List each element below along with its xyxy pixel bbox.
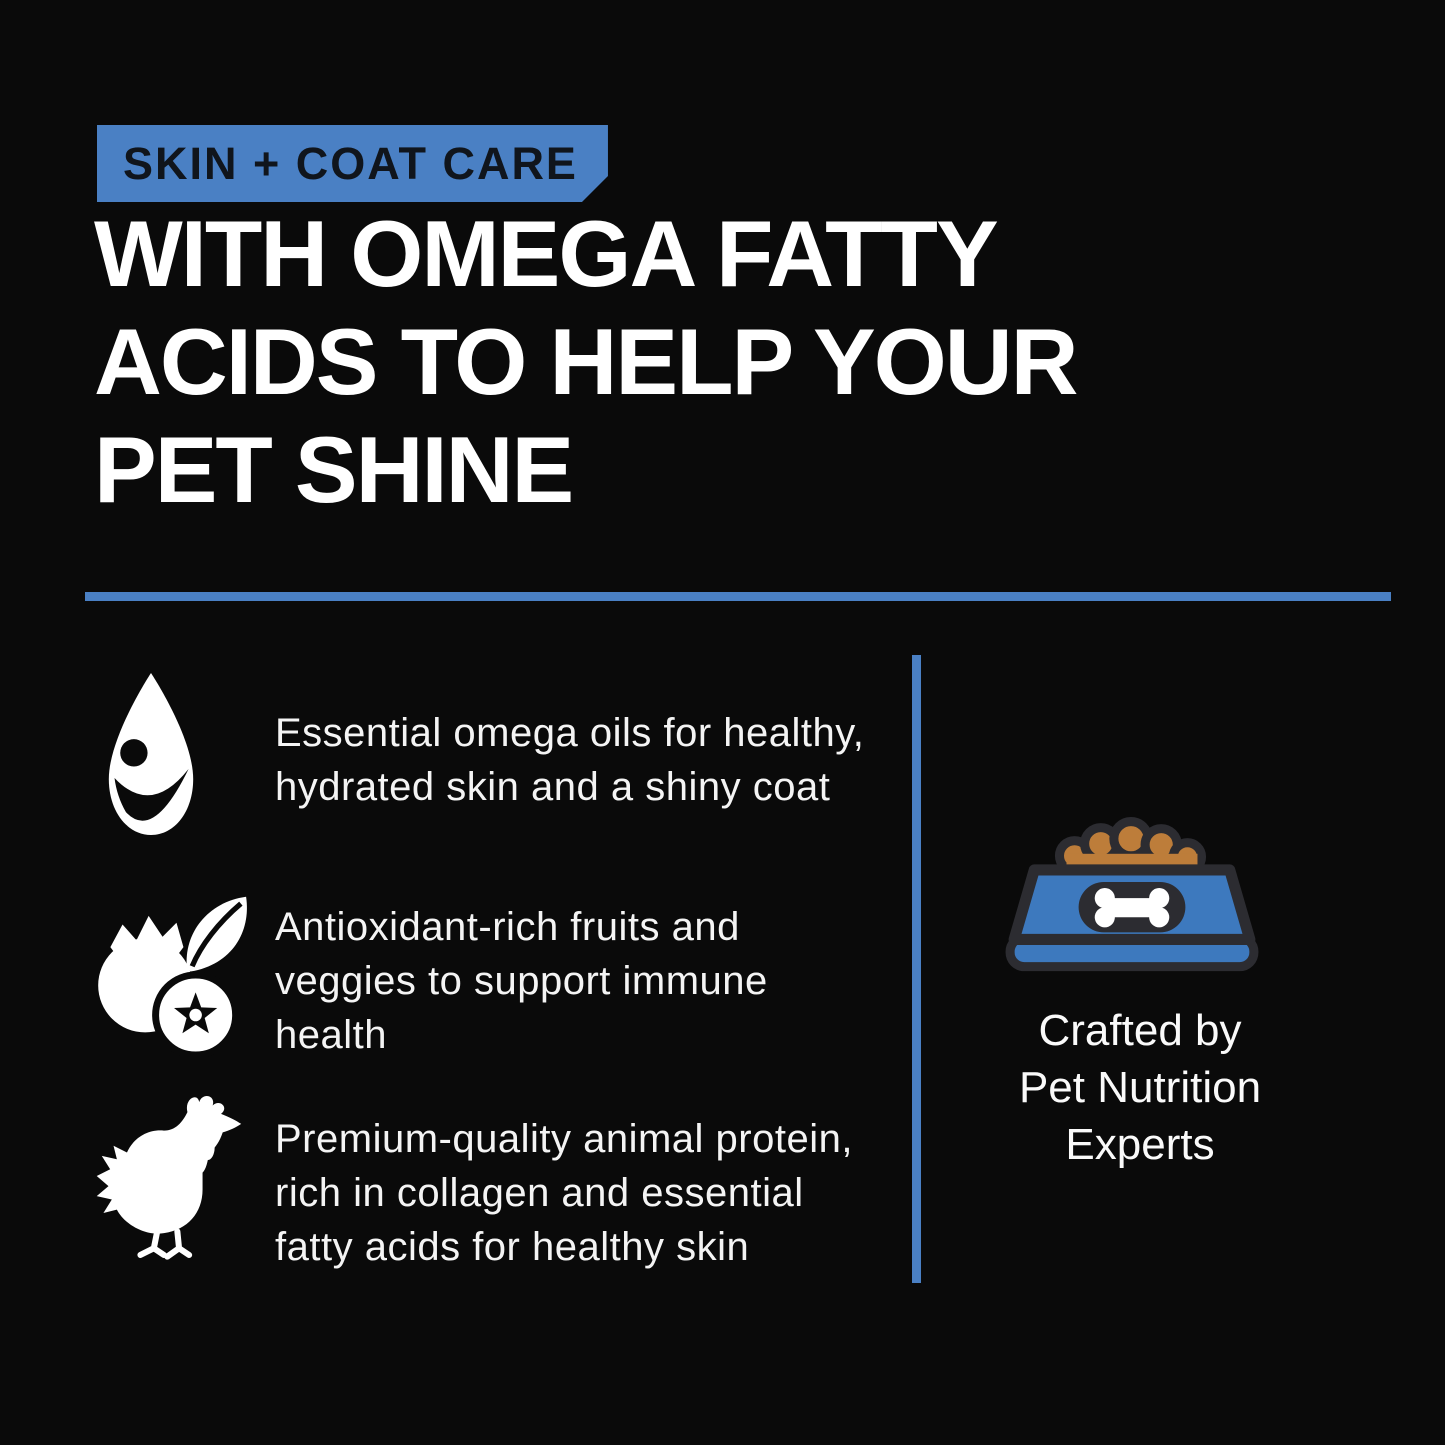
page-title: WITH OMEGA FATTY ACIDS TO HELP YOUR PET … — [94, 201, 1079, 522]
feature-text-antioxidants: Antioxidant-rich fruits and veggies to s… — [275, 905, 768, 1057]
category-badge: SKIN + COAT CARE — [97, 125, 608, 202]
feature-text-protein: Premium-quality animal protein, rich in … — [275, 1117, 853, 1269]
dog-food-bowl-icon — [996, 780, 1268, 989]
chicken-icon — [88, 1092, 260, 1265]
feature-text-omega-oils: Essential omega oils for healthy, hydrat… — [275, 711, 865, 809]
horizontal-divider — [85, 592, 1391, 601]
water-drop-icon — [94, 668, 208, 845]
blueberries-icon — [82, 888, 264, 1067]
category-badge-label: SKIN + COAT CARE — [123, 137, 578, 189]
vertical-divider — [912, 655, 921, 1283]
crafted-by-caption: Crafted by Pet Nutrition Experts — [1018, 1006, 1262, 1169]
